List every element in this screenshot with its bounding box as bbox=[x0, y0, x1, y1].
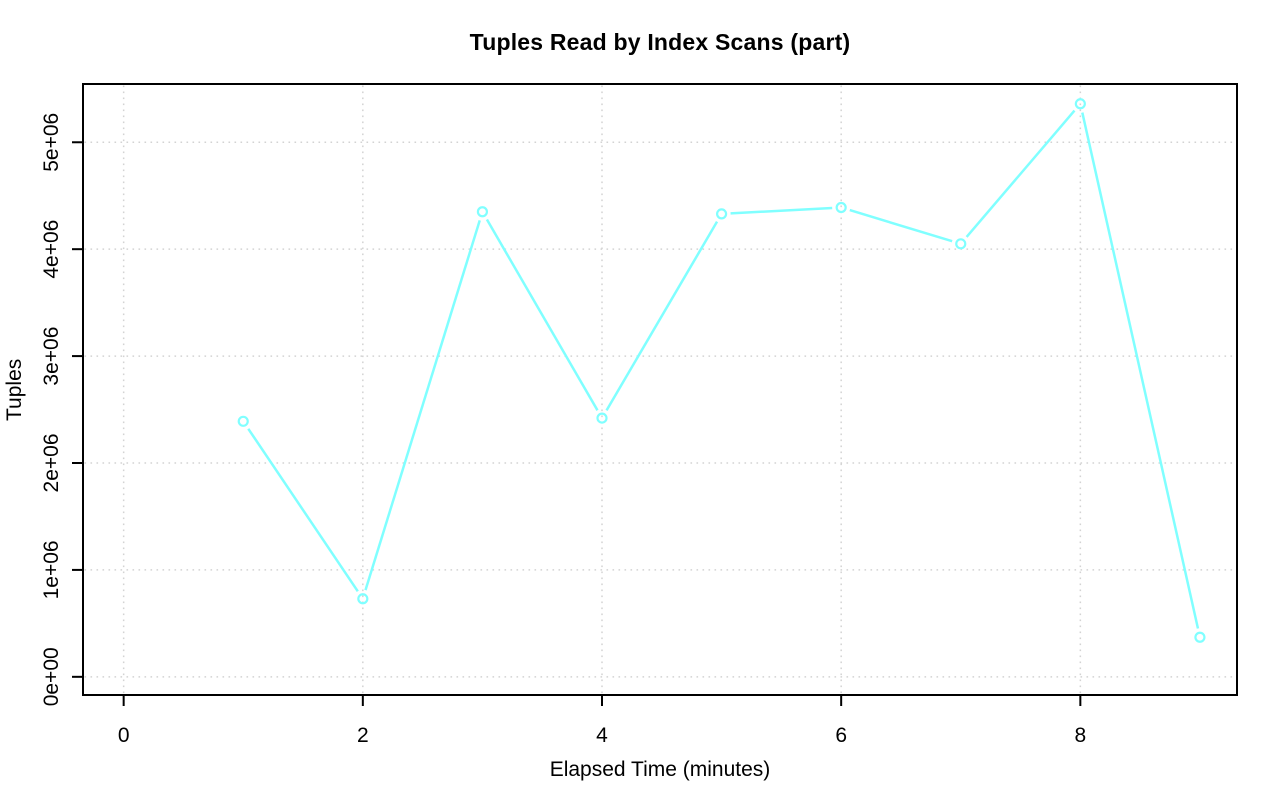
plot-border bbox=[82, 83, 1238, 696]
y-tick-label: 0e+00 bbox=[40, 647, 63, 706]
data-point-marker bbox=[476, 206, 489, 218]
series-line-segment bbox=[485, 218, 599, 411]
x-tick-label: 4 bbox=[596, 724, 608, 747]
x-axis-title: Elapsed Time (minutes) bbox=[549, 758, 771, 781]
data-point-marker bbox=[835, 201, 847, 214]
chart-title: Tuples Read by Index Scans (part) bbox=[469, 29, 851, 55]
x-tick-label: 2 bbox=[357, 724, 369, 747]
y-tick-label: 2e+06 bbox=[40, 434, 63, 493]
data-point-marker bbox=[1194, 631, 1206, 643]
data-point-marker bbox=[1074, 98, 1086, 110]
data-point-marker bbox=[596, 412, 608, 424]
data-point-marker bbox=[237, 415, 249, 427]
series-line-segment bbox=[849, 208, 953, 243]
data-point-marker bbox=[357, 593, 369, 605]
series-line-segment bbox=[965, 109, 1076, 238]
series-line-segment bbox=[605, 221, 719, 411]
x-tick-label: 8 bbox=[1074, 724, 1086, 747]
x-tick-label: 0 bbox=[118, 724, 130, 747]
x-tick-label: 6 bbox=[835, 724, 847, 747]
series-line-segment bbox=[247, 428, 359, 593]
series-line-segment bbox=[364, 219, 481, 591]
series-line-segment bbox=[730, 206, 833, 215]
data-point-marker bbox=[715, 208, 728, 220]
y-tick-label: 1e+06 bbox=[40, 540, 63, 599]
y-tick-label: 5e+06 bbox=[40, 113, 63, 172]
series-line-segment bbox=[1081, 112, 1200, 629]
data-point-marker bbox=[955, 238, 967, 250]
y-tick-label: 4e+06 bbox=[40, 220, 63, 279]
y-tick-label: 3e+06 bbox=[40, 327, 63, 386]
